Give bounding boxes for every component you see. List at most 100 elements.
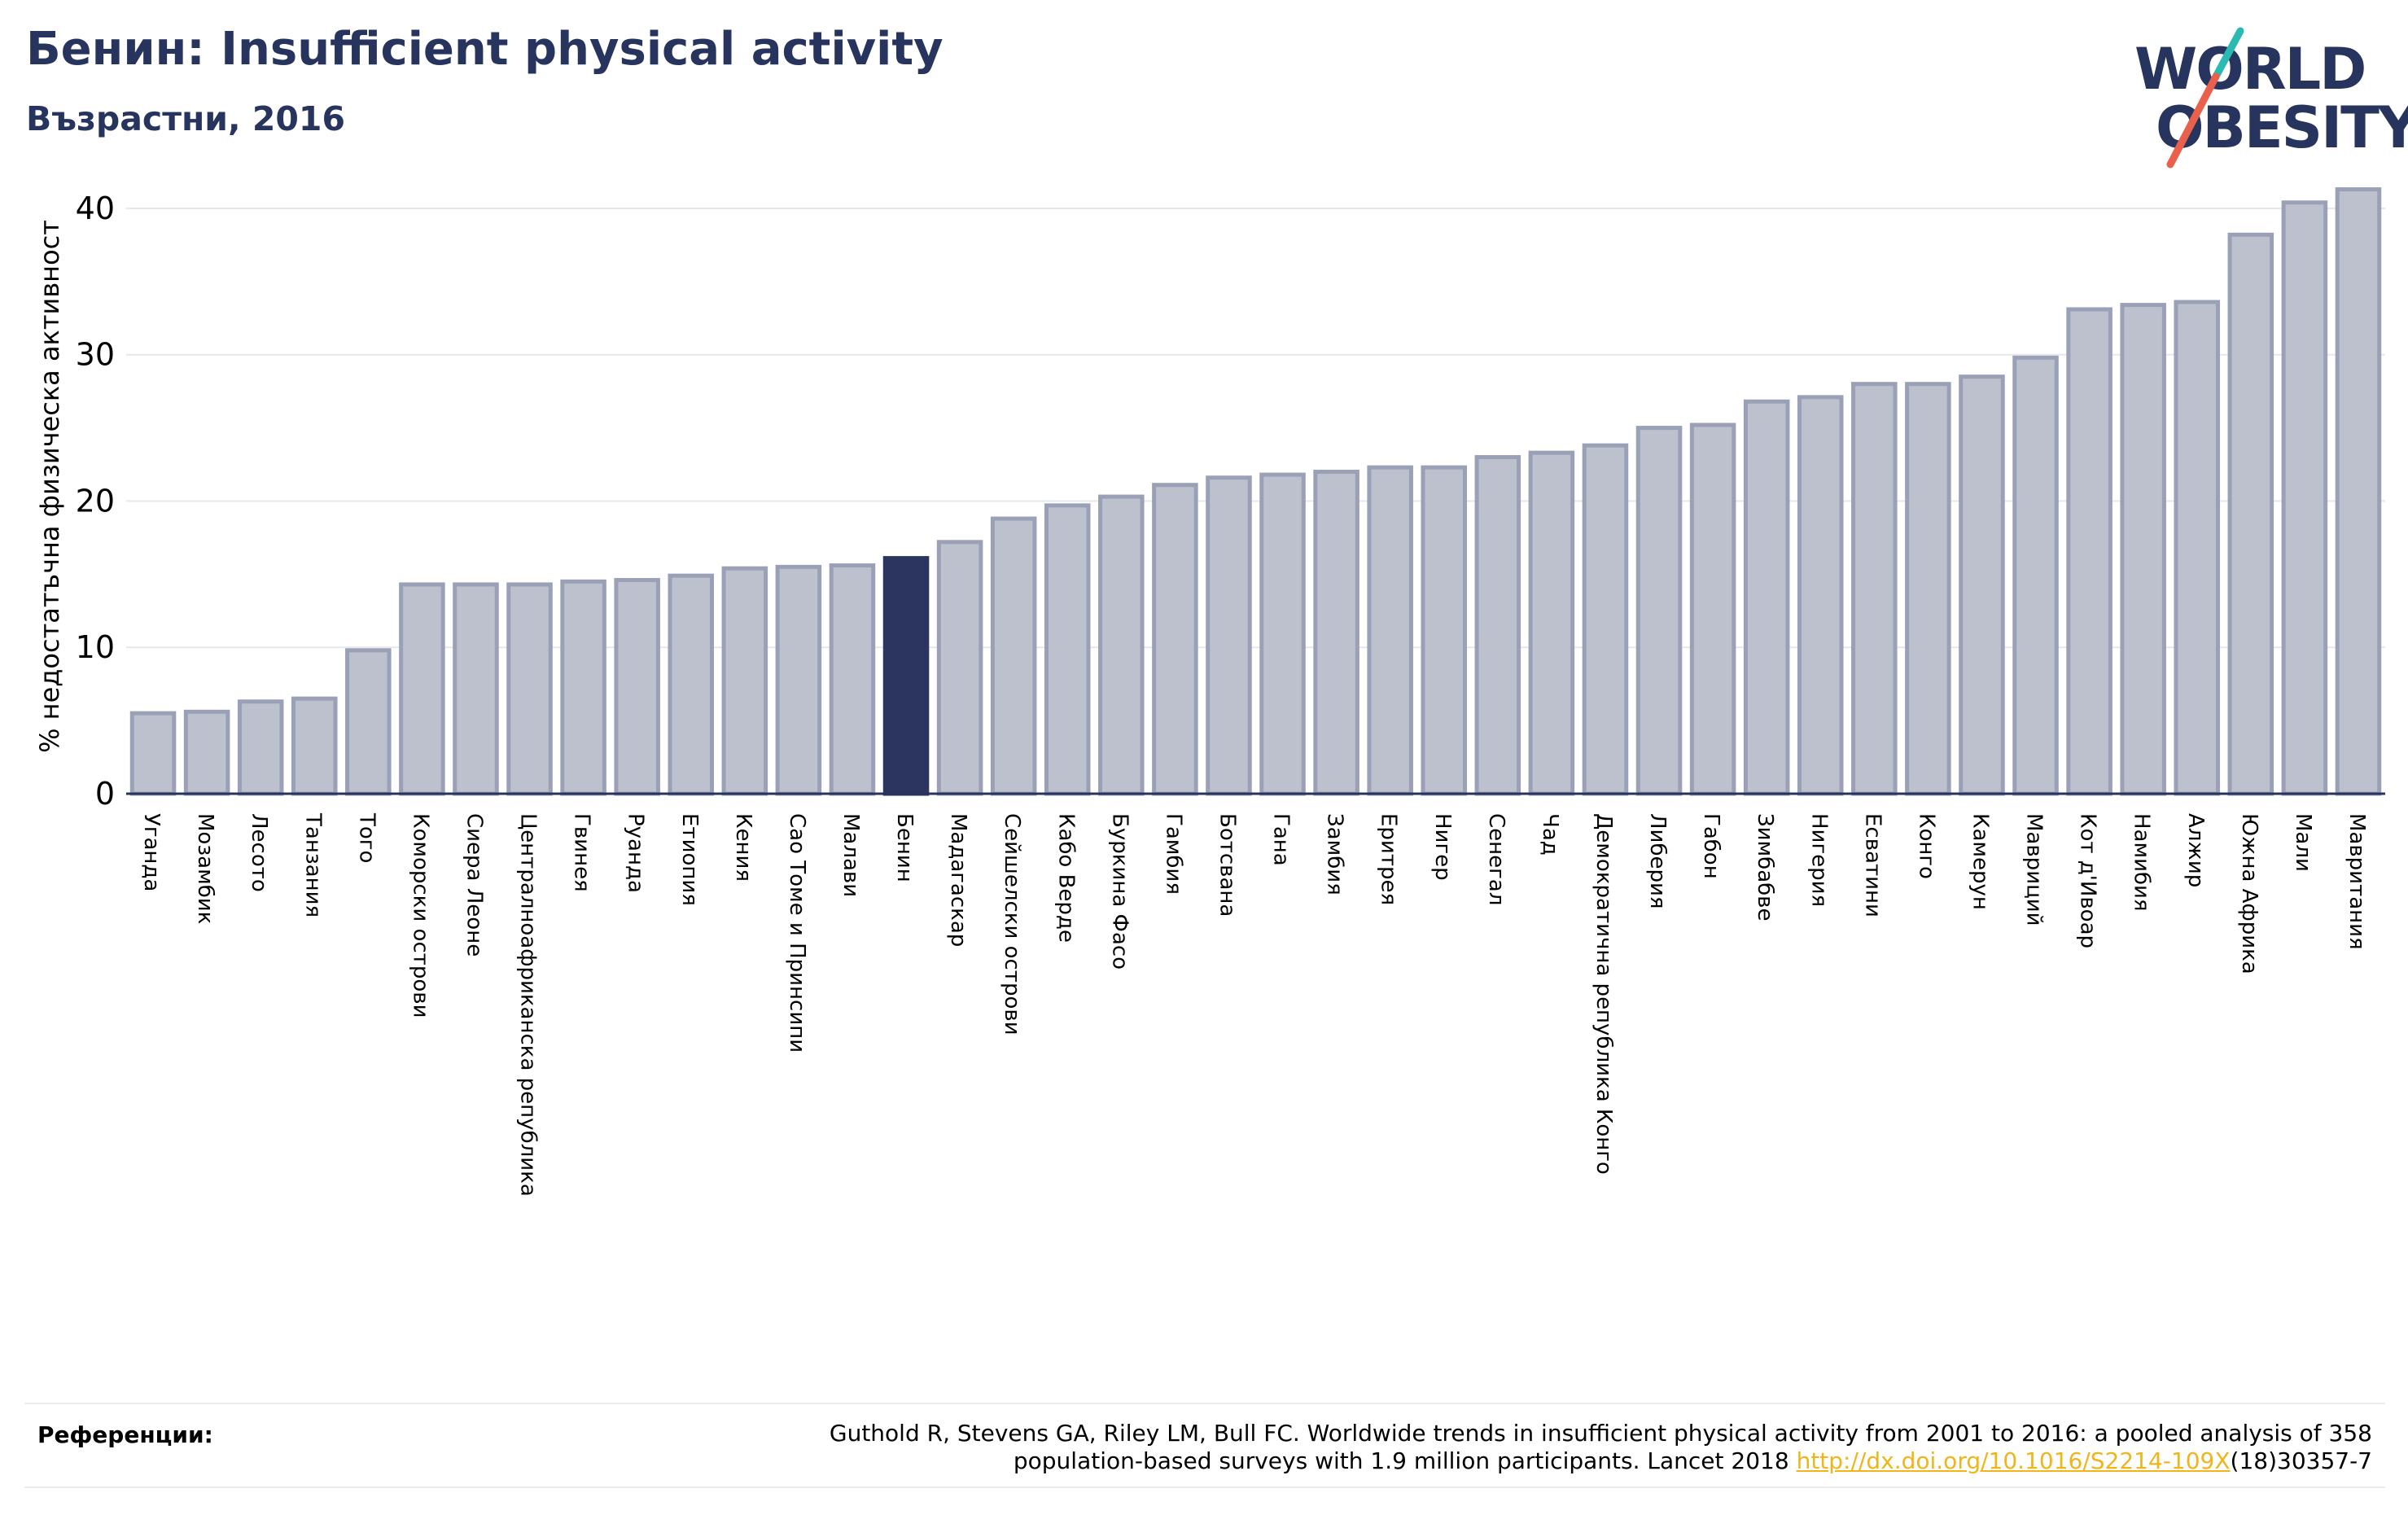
bar-24: [1421, 465, 1468, 796]
bar-29: [1689, 422, 1736, 796]
y-tick-label: 20: [76, 483, 115, 519]
x-tick-label: Кения: [731, 813, 755, 882]
bar-18: [1098, 494, 1145, 796]
y-tick-label: 30: [76, 337, 115, 373]
x-tick-label: Етиопия: [677, 813, 702, 906]
x-tick-label: Того: [354, 812, 379, 863]
x-tick-label: Демократична република Конго: [1591, 813, 1616, 1175]
x-tick-label: Мали: [2291, 813, 2315, 872]
bar-0: [129, 711, 177, 796]
bar-10: [668, 573, 715, 796]
bar-5: [399, 582, 445, 796]
reference-line2-end: (18)30357-7: [2230, 1447, 2372, 1474]
bar-16: [990, 516, 1037, 796]
x-tick-label: Гамбия: [1161, 813, 1185, 895]
x-tick-label: Мозамбик: [193, 813, 217, 924]
bar-25: [1474, 455, 1521, 796]
x-tick-label: Кот д'Ивоар: [2076, 813, 2100, 948]
x-tick-label: Сиера Леоне: [462, 813, 486, 957]
reference-line1: Guthold R, Stevens GA, Riley LM, Bull FC…: [829, 1420, 2372, 1447]
bar-30: [1743, 399, 1790, 796]
y-axis-label: % недостатъчна физическа активност: [34, 220, 65, 753]
bar-26: [1528, 450, 1575, 796]
bar-27: [1582, 443, 1629, 796]
bar-39: [2227, 232, 2274, 796]
x-tick-label: Гвинея: [570, 813, 594, 892]
x-tick-label: Кабо Верде: [1053, 813, 1078, 943]
x-tick-label: Еритрея: [1377, 813, 1401, 905]
bar-17: [1044, 503, 1091, 796]
y-tick-label: 10: [76, 629, 115, 665]
x-tick-label: Камерун: [1968, 813, 1992, 910]
x-tick-label: Мавритания: [2345, 813, 2369, 950]
x-tick-label: Буркина Фасо: [1107, 813, 1132, 970]
bar-41: [2335, 187, 2382, 796]
logo-slash-icon: [2166, 27, 2244, 169]
x-tick-label: Зимбабве: [1753, 813, 1777, 922]
x-tick-label: Сенегал: [1484, 813, 1508, 905]
x-tick-label: Уганда: [139, 813, 164, 891]
bar-23: [1367, 465, 1413, 796]
x-tick-label: Гана: [1269, 813, 1294, 866]
bar-4: [345, 648, 392, 796]
x-tick-label: Намибия: [2130, 813, 2154, 912]
bar-33: [1905, 382, 1951, 796]
bar-21: [1259, 472, 1306, 796]
x-tick-label: Коморски острови: [408, 813, 432, 1018]
bar-36: [2066, 307, 2112, 796]
logo-text-world: WORLD: [2134, 36, 2366, 103]
x-tick-label: Лесото: [247, 813, 271, 892]
x-tick-label: Нигер: [1430, 813, 1455, 881]
bar-15: [936, 540, 983, 796]
bar-11: [721, 566, 768, 796]
bar-35: [2012, 355, 2059, 796]
x-tick-label: Мадагаскар: [946, 813, 970, 947]
x-tick-label: Чад: [1538, 813, 1562, 856]
references-label: Референции:: [37, 1421, 213, 1448]
bar-3: [291, 696, 338, 796]
x-tick-label: Габон: [1699, 813, 1723, 879]
bar-38: [2174, 300, 2221, 796]
bar-9: [614, 578, 660, 796]
bar-19: [1152, 483, 1198, 796]
bar-32: [1851, 382, 1898, 796]
bar-8: [560, 579, 606, 796]
references-top-divider: [24, 1403, 2385, 1404]
world-obesity-logo: WORLD OBESITY: [2125, 24, 2408, 171]
bar-31: [1797, 395, 1844, 796]
x-tick-label: Есватини: [1860, 813, 1885, 917]
reference-doi-link[interactable]: http://dx.doi.org/10.1016/S2214-109X: [1796, 1447, 2231, 1474]
bar-chart: 0 10 20 30 40 Уганда Мозамбик Лесото Танзания То…: [34, 187, 2385, 1197]
bar-37: [2120, 303, 2166, 796]
bar-28: [1635, 426, 1683, 796]
x-tick-label: Мавриций: [2022, 813, 2047, 926]
x-tick-label: Руанда: [624, 813, 648, 893]
x-tick-label: Бенин: [892, 813, 917, 882]
bar-22: [1313, 470, 1359, 796]
x-tick-label: Централноафриканска република: [516, 813, 541, 1197]
x-tick-label: Либерия: [1645, 813, 1670, 909]
bar-20: [1206, 475, 1252, 796]
y-tick-label: 0: [95, 776, 115, 812]
x-tick-label: Танзания: [300, 812, 325, 917]
reference-line2: population-based surveys with 1.9 millio…: [1013, 1447, 1797, 1474]
bar-7: [506, 582, 553, 796]
x-tick-label: Сао Томе и Принсипи: [785, 813, 809, 1053]
bar-14: [882, 556, 930, 796]
x-tick-label: Южна Африка: [2237, 813, 2261, 974]
references-text: Guthold R, Stevens GA, Riley LM, Bull FC…: [663, 1420, 2372, 1475]
x-tick-label: Замбия: [1323, 813, 1347, 895]
bar-12: [775, 564, 822, 796]
bar-2: [237, 699, 284, 796]
chart-title: Бенин: Insufficient physical activity: [26, 23, 943, 76]
x-tick-label: Ботсвана: [1215, 813, 1239, 917]
bar-1: [183, 709, 230, 796]
bar-13: [829, 563, 876, 796]
y-tick-label: 40: [76, 190, 115, 226]
bar-40: [2281, 200, 2328, 796]
bar-34: [1959, 374, 2005, 796]
x-tick-label: Сейшелски острови: [1000, 813, 1024, 1035]
x-tick-label: Нигерия: [1806, 813, 1831, 907]
chart-subtitle: Възрастни, 2016: [26, 99, 345, 138]
bar-6: [453, 582, 499, 796]
